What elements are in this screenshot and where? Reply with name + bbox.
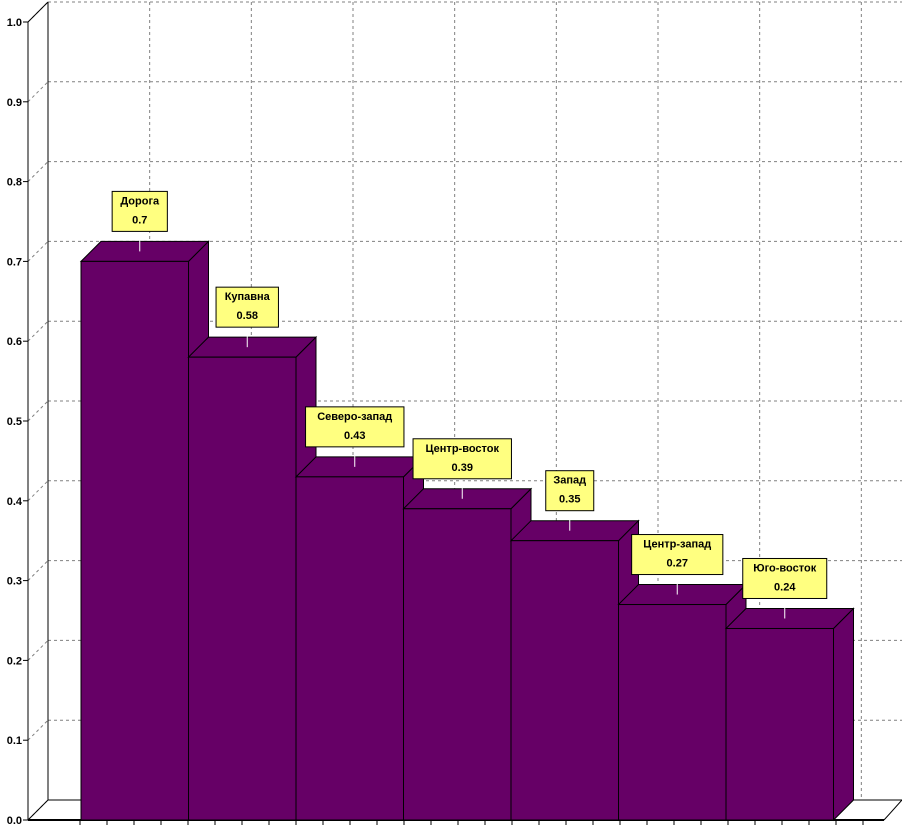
bar-top-face xyxy=(724,607,855,629)
side-gridline xyxy=(27,161,49,182)
bar-front-face xyxy=(725,627,834,821)
data-label-box xyxy=(215,286,279,328)
data-label-category: Запад xyxy=(553,475,586,487)
y-tick-label: 0.7 xyxy=(7,256,22,268)
bar-front-face xyxy=(188,356,297,821)
y-tick-label: 0.1 xyxy=(7,735,22,747)
bar-front-face xyxy=(403,508,512,821)
data-label-category: Центр-восток xyxy=(426,443,500,455)
bar-front-face xyxy=(80,260,189,821)
floor-right-edge xyxy=(883,799,902,821)
y-tick-label: 0.6 xyxy=(7,336,22,348)
data-label: Дорога 0.7 xyxy=(111,190,168,252)
bar-front-face xyxy=(510,540,619,821)
bar-top-face xyxy=(294,456,425,478)
bar-front-face xyxy=(295,476,404,821)
y-tick-label: 0.5 xyxy=(7,416,22,428)
side-gridline xyxy=(27,400,49,422)
data-label-category: Юго-восток xyxy=(753,562,816,574)
bar-top-face xyxy=(402,488,533,510)
y-axis-top-edge xyxy=(27,1,49,23)
bar-top-face xyxy=(617,584,748,606)
data-labels: Дорога 0.7 Купавна 0.58 Северо-запад 0.43 Цент… xyxy=(111,190,828,619)
y-tick-labels: 0.0 0.1 0.2 0.3 0.4 0.5 0.6 0.7 0.8 0.9 1.0 xyxy=(7,17,23,827)
data-label-value: 0.27 xyxy=(667,558,688,570)
data-label-category: Купавна xyxy=(225,291,271,303)
bar-front-face xyxy=(618,604,727,821)
data-label: Северо-запад 0.43 xyxy=(305,406,405,467)
side-gridline xyxy=(27,719,49,741)
side-gridline xyxy=(27,241,49,262)
side-gridline xyxy=(27,81,49,103)
data-label-value: 0.58 xyxy=(237,310,258,322)
y-tick-label: 0.2 xyxy=(7,655,22,667)
data-label: Запад 0.35 xyxy=(545,470,595,531)
data-label-value: 0.43 xyxy=(344,430,365,442)
data-label-category: Центр-запад xyxy=(643,539,711,551)
data-label-value: 0.39 xyxy=(452,462,473,474)
bar-top-face xyxy=(509,520,640,542)
side-gridline xyxy=(27,480,49,502)
y-tick-label: 0.9 xyxy=(7,97,22,109)
data-label-box xyxy=(305,406,405,448)
bar xyxy=(187,335,318,822)
y-tick-label: 0.3 xyxy=(7,576,22,588)
data-label-box xyxy=(412,438,512,480)
side-gridline xyxy=(27,640,49,661)
y-tick-label: 0.4 xyxy=(7,496,23,508)
bar xyxy=(724,607,855,822)
side-gridline xyxy=(27,320,49,342)
data-label: Купавна 0.58 xyxy=(215,286,279,348)
y-tick-label: 0.8 xyxy=(7,177,22,189)
data-label-box xyxy=(545,470,595,512)
data-label-value: 0.7 xyxy=(132,214,147,226)
data-label: Центр-восток 0.39 xyxy=(412,438,512,499)
floor-left-edge xyxy=(27,799,49,821)
data-label-box xyxy=(631,534,724,576)
data-label-value: 0.35 xyxy=(559,494,580,506)
side-gridline xyxy=(27,560,49,581)
bar-side-face xyxy=(833,607,854,822)
y-tick-label: 1.0 xyxy=(7,17,22,29)
data-label-value: 0.24 xyxy=(774,581,796,593)
bar-top-face xyxy=(187,336,318,358)
data-label: Центр-запад 0.27 xyxy=(631,534,724,595)
data-label: Юго-восток 0.24 xyxy=(742,557,828,619)
bars xyxy=(79,240,855,822)
data-label-category: Северо-запад xyxy=(317,411,392,423)
data-label-category: Дорога xyxy=(120,195,160,207)
bar-top-face xyxy=(79,240,210,262)
data-label-box xyxy=(111,190,168,232)
data-label-box xyxy=(742,557,828,599)
y-tick-label: 0.0 xyxy=(7,815,22,827)
